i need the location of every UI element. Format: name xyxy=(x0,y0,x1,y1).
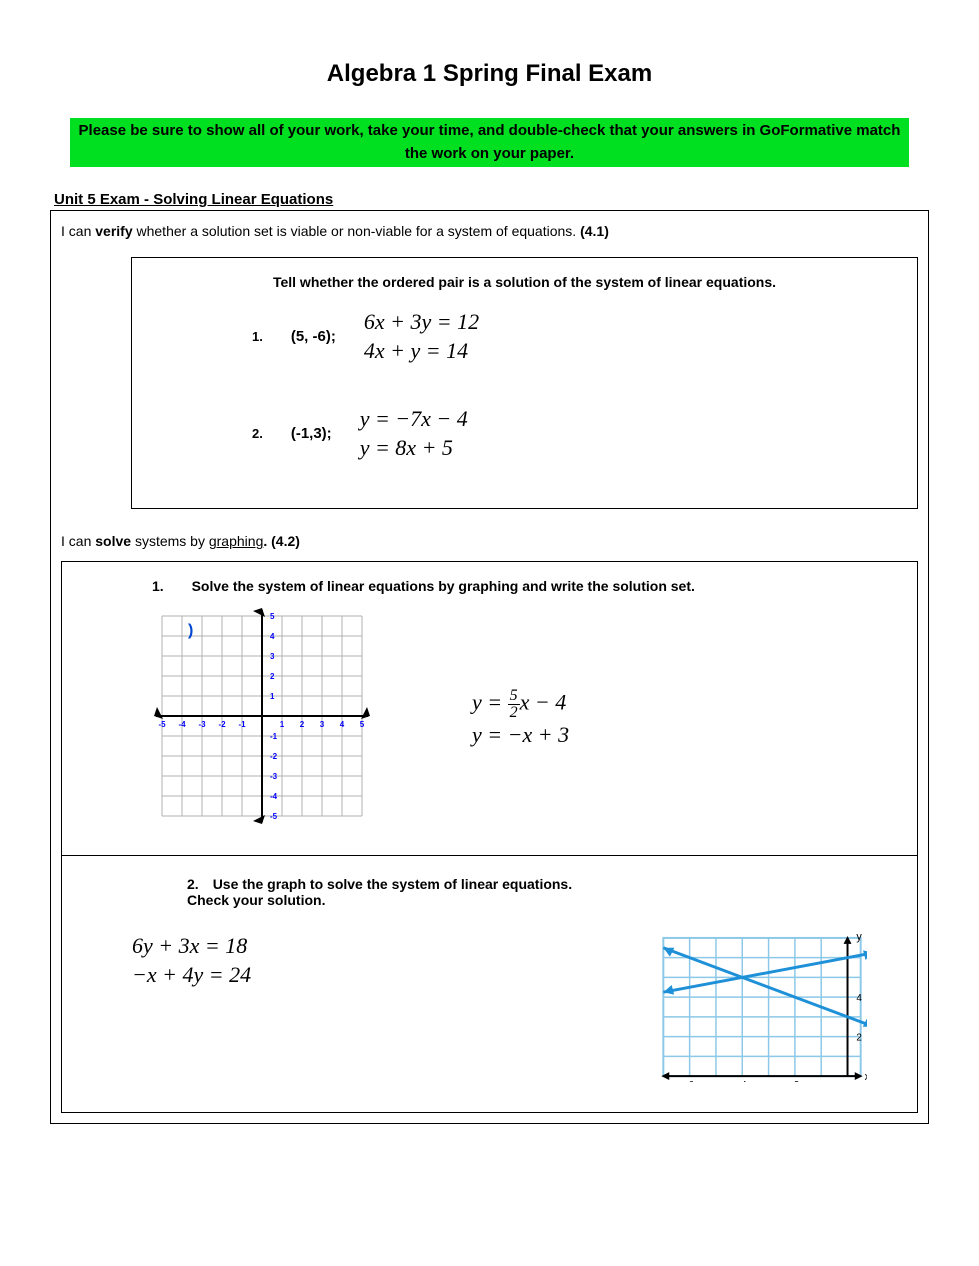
box1-header: Tell whether the ordered pair is a solut… xyxy=(142,274,907,290)
question-2: 2. (-1,3); y = −7x − 4 y = 8x + 5 xyxy=(252,405,907,462)
question-1: 1. (5, -6); 6x + 3y = 12 4x + y = 14 xyxy=(252,308,907,365)
standard-2-text: I can solve systems by graphing. (4.2) xyxy=(61,533,918,549)
graph-question-2: 2.Use the graph to solve the system of l… xyxy=(62,856,917,1112)
svg-text:4: 4 xyxy=(270,632,275,641)
standard-1-text: I can verify whether a solution set is v… xyxy=(61,223,918,239)
q2-eq2: y = 8x + 5 xyxy=(360,434,468,463)
gq1-eq1: y = 52x − 4 xyxy=(472,688,569,721)
gq2-header: Use the graph to solve the system of lin… xyxy=(187,876,572,908)
std2-underline: graphing xyxy=(209,533,264,549)
q2-eq1: y = −7x − 4 xyxy=(360,405,468,434)
gq2-eq1: 6y + 3x = 18 xyxy=(132,932,251,961)
instruction-banner: Please be sure to show all of your work,… xyxy=(70,118,909,167)
unit-header: Unit 5 Exam - Solving Linear Equations xyxy=(50,191,929,208)
gq1-num: 1. xyxy=(152,578,164,594)
std2-mid: systems by xyxy=(131,533,209,549)
q2-pair: (-1,3); xyxy=(291,425,332,442)
q2-equations: y = −7x − 4 y = 8x + 5 xyxy=(360,405,468,462)
svg-text:-5: -5 xyxy=(270,812,278,821)
q2-num: 2. xyxy=(252,426,263,441)
svg-text:-2: -2 xyxy=(218,720,226,729)
gq2-num: 2. xyxy=(187,876,199,892)
gq1-frac-n: 5 xyxy=(508,688,520,705)
svg-text:-5: -5 xyxy=(158,720,166,729)
std2-suffix: . xyxy=(263,533,271,549)
q1-eq2: 4x + y = 14 xyxy=(364,337,479,366)
graph-section: 1. Solve the system of linear equations … xyxy=(61,561,918,1113)
gq2-eq2: −x + 4y = 24 xyxy=(132,961,251,990)
std2-code: (4.2) xyxy=(271,533,300,549)
svg-text:-3: -3 xyxy=(198,720,206,729)
std1-prefix: I can xyxy=(61,223,95,239)
question-box-1: Tell whether the ordered pair is a solut… xyxy=(131,257,918,509)
q1-eq1: 6x + 3y = 12 xyxy=(364,308,479,337)
svg-text:-1: -1 xyxy=(238,720,246,729)
svg-text:1: 1 xyxy=(280,720,285,729)
svg-text:-6: -6 xyxy=(685,1080,694,1082)
svg-text:x: x xyxy=(865,1071,867,1082)
page-title: Algebra 1 Spring Final Exam xyxy=(50,60,929,88)
svg-text:2: 2 xyxy=(300,720,305,729)
svg-text:Y: Y xyxy=(250,606,258,609)
svg-text:1: 1 xyxy=(270,692,275,701)
std1-suffix: whether a solution set is viable or non-… xyxy=(133,223,580,239)
gq1-header: Solve the system of linear equations by … xyxy=(192,578,695,594)
gq1-frac-d: 2 xyxy=(508,705,520,721)
gq1-equations: y = 52x − 4 y = −x + 3 xyxy=(472,688,569,750)
svg-text:y: y xyxy=(856,932,862,943)
graph-question-1: 1. Solve the system of linear equations … xyxy=(62,562,917,856)
svg-text:5: 5 xyxy=(360,720,365,729)
q1-num: 1. xyxy=(252,329,263,344)
svg-text:-4: -4 xyxy=(270,792,278,801)
gq1-eq2: y = −x + 3 xyxy=(472,721,569,750)
std2-prefix: I can xyxy=(61,533,95,549)
std1-bold: verify xyxy=(95,223,132,239)
line-graph-2: -6 -4 -2 2 4 y x xyxy=(657,932,867,1082)
q1-pair: (5, -6); xyxy=(291,328,336,345)
svg-text:2: 2 xyxy=(856,1033,861,1044)
gq1-eq1-lhs: y = xyxy=(472,690,508,715)
svg-text:3: 3 xyxy=(320,720,325,729)
gq1-eq1-rhs: x − 4 xyxy=(520,690,567,715)
svg-text:2: 2 xyxy=(270,672,275,681)
std1-code: (4.1) xyxy=(580,223,609,239)
svg-text:-2: -2 xyxy=(270,752,278,761)
svg-text:3: 3 xyxy=(270,652,275,661)
svg-text:-1: -1 xyxy=(270,732,278,741)
std2-bold: solve xyxy=(95,533,131,549)
svg-text:-4: -4 xyxy=(178,720,186,729)
svg-text:-2: -2 xyxy=(791,1080,800,1082)
standard-1-box: I can verify whether a solution set is v… xyxy=(50,210,929,1124)
svg-text:5: 5 xyxy=(270,612,275,621)
coordinate-grid-1: -5-5-4-4-3-3-2-2-1-11122334455XY xyxy=(152,606,372,826)
svg-text:4: 4 xyxy=(340,720,345,729)
svg-text:-4: -4 xyxy=(738,1080,747,1082)
svg-text:4: 4 xyxy=(856,993,862,1004)
svg-text:-3: -3 xyxy=(270,772,278,781)
gq2-equations: 6y + 3x = 18 −x + 4y = 24 xyxy=(132,932,251,989)
q1-equations: 6x + 3y = 12 4x + y = 14 xyxy=(364,308,479,365)
